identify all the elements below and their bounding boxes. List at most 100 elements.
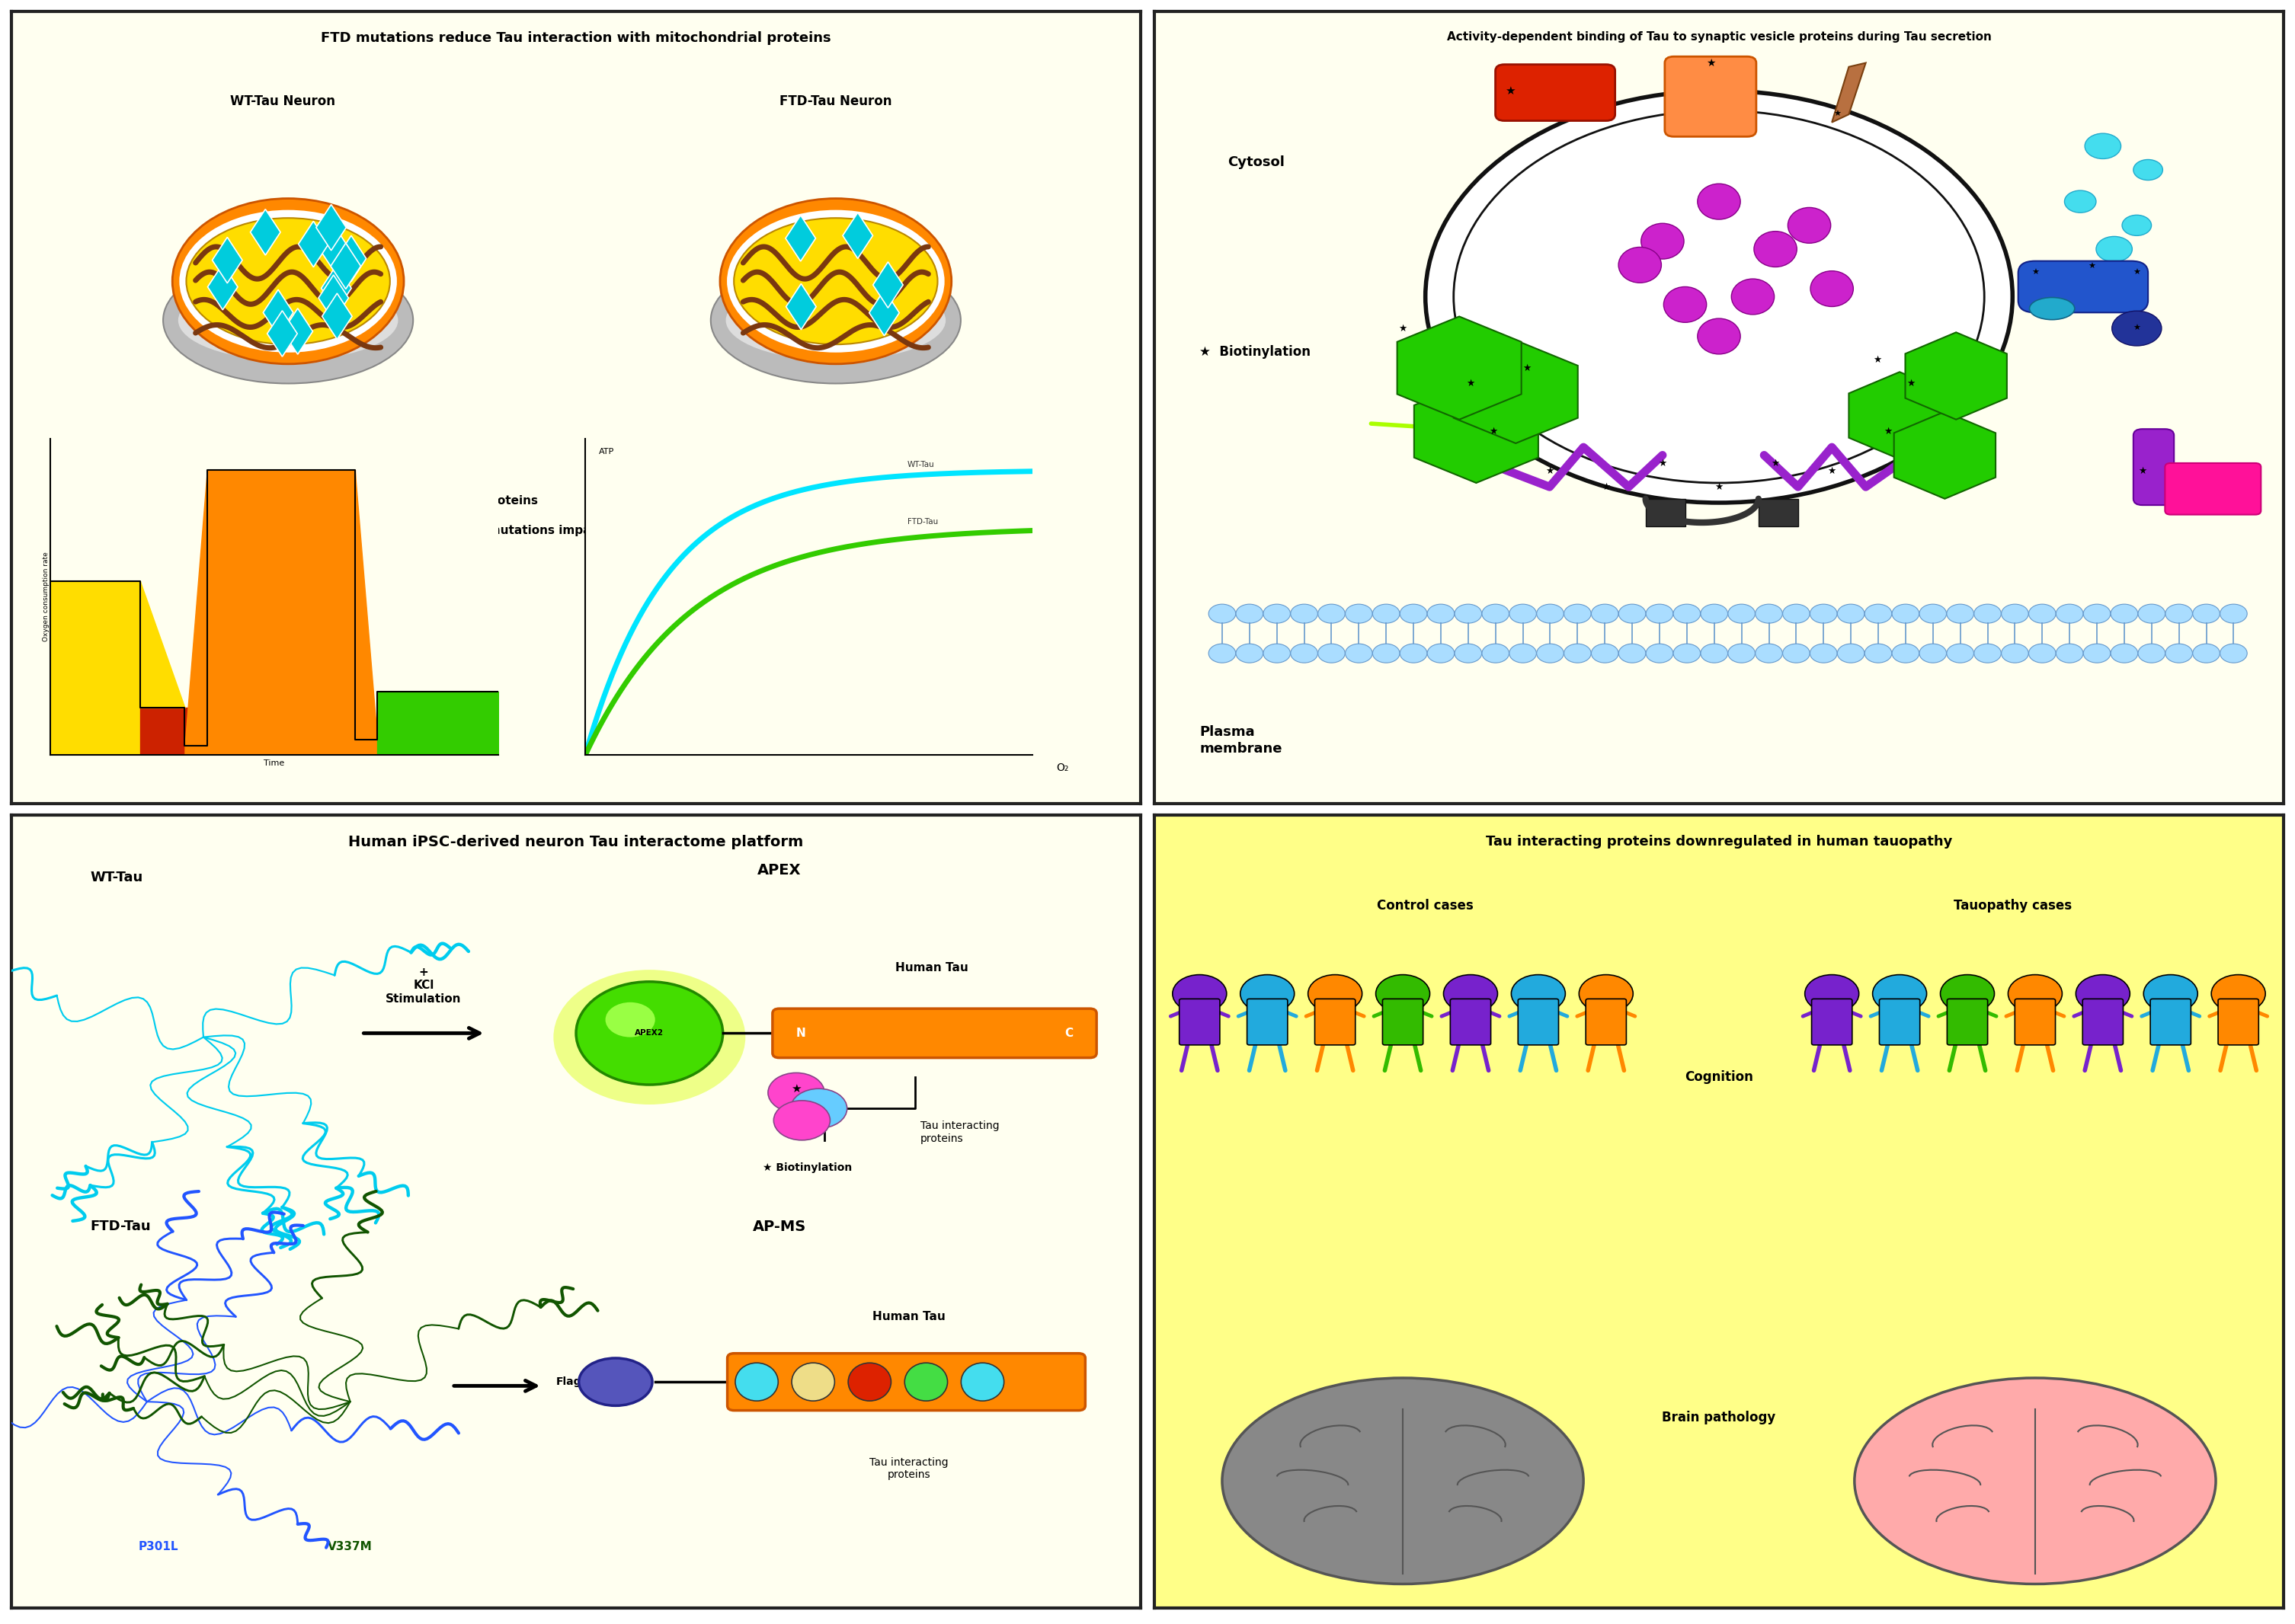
Polygon shape [317,205,347,250]
Polygon shape [319,226,349,271]
Circle shape [1239,974,1294,1013]
Ellipse shape [1900,1403,2171,1559]
Circle shape [1579,974,1634,1013]
Polygon shape [1414,380,1538,482]
Polygon shape [319,274,349,322]
Text: ★: ★ [1772,458,1779,468]
Circle shape [1538,643,1563,663]
Circle shape [1756,643,1783,663]
Circle shape [1864,604,1891,624]
Circle shape [1427,604,1455,624]
Circle shape [2077,974,2130,1013]
Text: ★: ★ [1705,57,1717,68]
Polygon shape [211,237,243,283]
Circle shape [1673,643,1701,663]
Circle shape [1646,604,1673,624]
Circle shape [1317,604,1345,624]
Circle shape [2139,643,2164,663]
Text: V337M: V337M [328,1541,372,1553]
Text: Tau interacting
proteins: Tau interacting proteins [870,1457,948,1479]
Ellipse shape [1730,279,1774,315]
Circle shape [1974,604,2001,624]
Text: ★: ★ [1522,364,1531,374]
Ellipse shape [578,1358,652,1406]
Text: APEX2: APEX2 [636,1030,663,1038]
Ellipse shape [1618,247,1662,283]
Circle shape [1483,643,1510,663]
Circle shape [606,1002,654,1038]
Circle shape [1939,974,1994,1013]
Bar [1758,499,1797,526]
Polygon shape [298,221,328,266]
Text: ★: ★ [1834,110,1841,119]
Text: ★ Biotinylation: ★ Biotinylation [762,1163,851,1173]
FancyBboxPatch shape [2082,999,2123,1044]
Text: P301L: P301L [138,1541,179,1553]
Polygon shape [207,265,239,310]
Polygon shape [250,209,280,255]
Ellipse shape [1753,231,1797,266]
Circle shape [1838,604,1864,624]
Text: Control cases: Control cases [1377,898,1473,913]
Ellipse shape [1698,318,1740,354]
FancyBboxPatch shape [2017,261,2148,312]
Polygon shape [787,284,817,330]
Ellipse shape [186,218,390,344]
Ellipse shape [734,218,939,344]
Polygon shape [1850,372,1951,460]
Circle shape [1375,974,1430,1013]
Circle shape [1372,604,1400,624]
Text: AP-MS: AP-MS [753,1220,806,1234]
Polygon shape [872,261,902,309]
Text: WT-Tau Neuron: WT-Tau Neuron [230,94,335,109]
Text: ★: ★ [1506,84,1515,96]
Circle shape [1783,643,1811,663]
Text: ATP: ATP [599,448,615,456]
Circle shape [1618,643,1646,663]
Polygon shape [1831,63,1866,122]
Text: WT-Tau: WT-Tau [90,870,142,885]
Circle shape [1563,643,1590,663]
Circle shape [1425,91,2013,503]
Circle shape [1563,604,1590,624]
Circle shape [2111,604,2139,624]
Polygon shape [1453,341,1579,443]
Circle shape [1483,604,1510,624]
Text: ★: ★ [1398,323,1407,333]
Text: ★: ★ [2139,466,2146,476]
Text: ★: ★ [1827,466,1836,476]
Circle shape [1811,604,1836,624]
Circle shape [2219,643,2247,663]
Text: Cytosol: Cytosol [1228,154,1285,169]
Text: FTD-Tau: FTD-Tau [907,518,939,526]
Text: ★: ★ [1602,482,1611,492]
Circle shape [2008,974,2063,1013]
Circle shape [553,970,746,1104]
Polygon shape [335,235,367,281]
Circle shape [2166,643,2192,663]
Circle shape [1919,643,1946,663]
Ellipse shape [179,209,397,352]
Circle shape [1290,604,1317,624]
Text: Human Tau: Human Tau [872,1311,946,1322]
Circle shape [2084,133,2121,159]
Circle shape [769,1073,824,1112]
Ellipse shape [1641,224,1685,260]
Text: APEX: APEX [757,862,801,877]
Text: Tauopathy cases: Tauopathy cases [1953,898,2072,913]
Ellipse shape [728,209,946,352]
FancyBboxPatch shape [1811,999,1852,1044]
Circle shape [1209,604,1235,624]
Circle shape [1783,604,1811,624]
Circle shape [1444,974,1499,1013]
Circle shape [1701,604,1728,624]
Circle shape [1919,604,1946,624]
Circle shape [2139,604,2164,624]
Text: ★: ★ [2031,270,2038,276]
Circle shape [2056,604,2084,624]
Ellipse shape [1788,208,1831,244]
Circle shape [2219,604,2247,624]
Circle shape [1646,643,1673,663]
Circle shape [1673,604,1701,624]
Ellipse shape [1854,1377,2215,1583]
